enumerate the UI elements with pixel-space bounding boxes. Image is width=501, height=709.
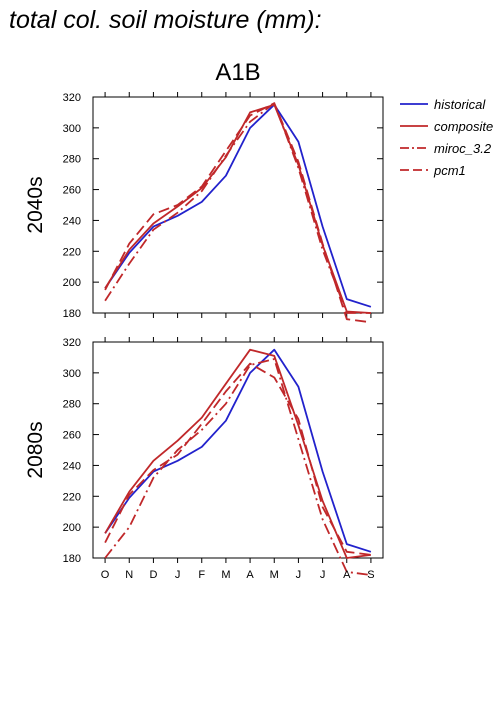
- x-tick-label: J: [296, 569, 302, 581]
- y-tick-label: 320: [63, 337, 81, 349]
- y-tick-label: 280: [63, 154, 81, 166]
- plot-frame-2080s: [92, 341, 384, 559]
- x-tick-label: A: [343, 569, 351, 581]
- series-line-miroc_3.2: [104, 358, 372, 576]
- x-tick-label: M: [270, 569, 279, 581]
- y-tick-label: 300: [63, 123, 81, 135]
- x-tick-label: D: [149, 569, 157, 581]
- panel-label-2040s: 2040s: [24, 176, 47, 233]
- y-tick-label: 260: [63, 430, 81, 442]
- legend-label-historical: historical: [434, 97, 486, 112]
- legend-label-composite: composite: [434, 119, 493, 134]
- y-tick-label: 280: [63, 399, 81, 411]
- series-line-historical: [104, 103, 372, 308]
- x-tick-label: J: [320, 569, 326, 581]
- legend-label-miroc_3.2: miroc_3.2: [434, 141, 492, 156]
- panel-label-2080s: 2080s: [24, 421, 47, 478]
- series-line-composite: [104, 348, 372, 559]
- y-tick-label: 220: [63, 246, 81, 258]
- series-line-pcm1: [104, 102, 372, 324]
- x-tick-label: N: [125, 569, 133, 581]
- series-line-historical: [104, 348, 372, 553]
- x-tick-label: J: [175, 569, 181, 581]
- x-tick-label: A: [246, 569, 254, 581]
- y-tick-label: 320: [63, 92, 81, 104]
- plot-frame-2040s: [92, 96, 384, 314]
- x-tick-label: O: [101, 569, 110, 581]
- y-tick-label: 240: [63, 215, 81, 227]
- series-line-composite: [104, 103, 371, 314]
- legend-label-pcm1: pcm1: [433, 163, 466, 178]
- y-tick-label: 200: [63, 277, 81, 289]
- series-line-miroc_3.2: [104, 102, 371, 314]
- y-tick-label: 180: [63, 308, 81, 320]
- y-tick-label: 180: [63, 553, 81, 565]
- series-line-pcm1: [104, 362, 372, 556]
- x-tick-label: S: [367, 569, 374, 581]
- scenario-title: A1B: [215, 59, 260, 86]
- y-tick-label: 300: [63, 368, 81, 380]
- main-title: total col. soil moisture (mm):: [9, 6, 322, 34]
- y-tick-label: 200: [63, 522, 81, 534]
- x-tick-label: F: [198, 569, 205, 581]
- y-tick-label: 240: [63, 460, 81, 472]
- y-tick-label: 260: [63, 185, 81, 197]
- y-tick-label: 220: [63, 491, 81, 503]
- x-tick-label: M: [221, 569, 230, 581]
